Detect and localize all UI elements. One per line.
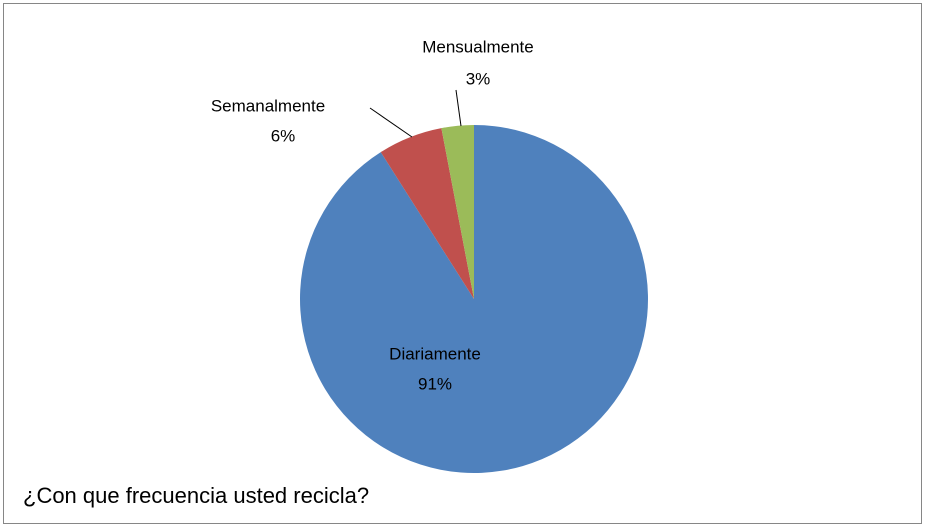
- pie-slice: [380, 128, 474, 299]
- slice-value-label: 3%: [466, 69, 491, 88]
- slice-value-label: 6%: [271, 126, 296, 145]
- pie-slice: [441, 125, 474, 299]
- pie-slice: [299, 125, 648, 474]
- chart-title: ¿Con que frecuencia usted recicla?: [23, 483, 369, 508]
- slice-label: Mensualmente: [422, 37, 534, 56]
- leader-line: [455, 89, 462, 127]
- leader-line: [369, 107, 413, 138]
- slice-label: Diariamente: [389, 344, 481, 363]
- slice-label: Semanalmente: [211, 96, 325, 115]
- slice-value-label: 91%: [418, 374, 452, 393]
